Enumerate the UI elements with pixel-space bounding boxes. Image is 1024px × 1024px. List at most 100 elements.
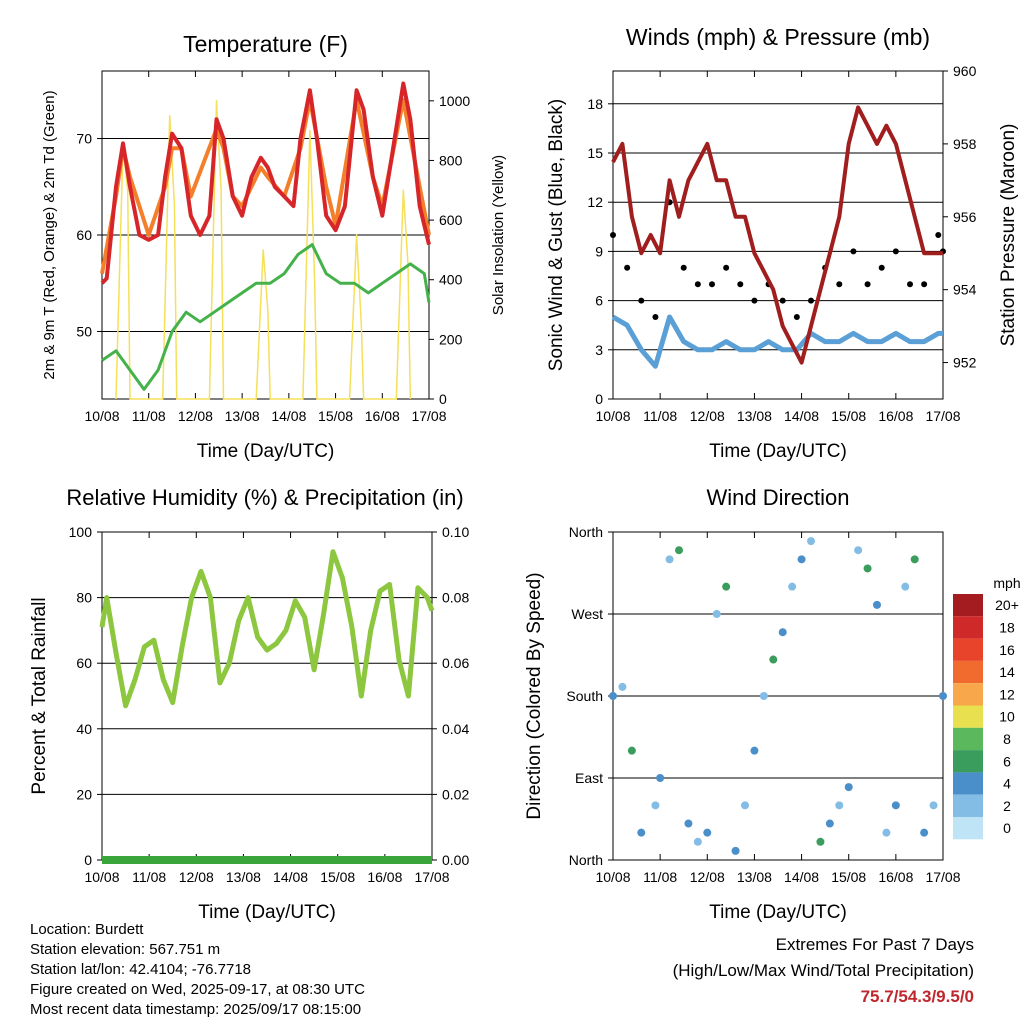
x-tick-label: 16/08 — [878, 408, 913, 424]
y2-tick-label: 956 — [953, 209, 977, 225]
x-tick-label: 14/08 — [271, 408, 306, 424]
direction-point — [882, 828, 891, 837]
direction-point — [778, 628, 787, 637]
direction-point — [637, 828, 646, 837]
t9m-series — [100, 97, 431, 274]
direction-point — [750, 746, 759, 755]
legend-title: mph — [993, 575, 1020, 591]
legend-swatch — [953, 616, 983, 639]
legend-label: 10 — [999, 709, 1015, 725]
direction-point — [844, 783, 853, 792]
y-tick-label: 60 — [76, 655, 92, 671]
x-tick-label: 17/08 — [414, 869, 449, 885]
t2m-series — [100, 81, 431, 285]
y-axis-label: Direction (Colored By Speed) — [524, 572, 545, 819]
direction-point — [939, 692, 947, 700]
extremes-title: Extremes For Past 7 Days — [775, 935, 974, 954]
legend-swatch — [953, 705, 983, 728]
legend-label: 6 — [1003, 753, 1011, 769]
x-tick-label: 12/08 — [178, 408, 213, 424]
x-tick-label: 12/08 — [179, 869, 214, 885]
latlon-text: Station lat/lon: 42.4104; -76.7718 — [30, 961, 252, 978]
direction-point — [665, 555, 674, 564]
legend-swatch — [953, 594, 983, 617]
x-tick-label: 12/08 — [690, 408, 725, 424]
gust-point — [723, 264, 730, 271]
x-tick-label: 14/08 — [784, 408, 819, 424]
y-tick-label: East — [575, 770, 603, 786]
x-tick-label: 10/08 — [84, 869, 119, 885]
gust-point — [907, 281, 913, 288]
x-tick-label: 14/08 — [784, 869, 819, 885]
y-tick-label: 80 — [76, 590, 92, 606]
x-tick-label: 13/08 — [737, 408, 772, 424]
gust-point — [921, 281, 928, 288]
y-axis-label: Percent & Total Rainfall — [29, 597, 50, 794]
legend-label: 2 — [1003, 798, 1011, 814]
gust-point — [878, 264, 885, 271]
y2-tick-label: 0.06 — [442, 655, 469, 671]
panel-title: Winds (mph) & Pressure (mb) — [626, 24, 930, 50]
winds-panel: 10/08 11/08 12/08 13/08 14/08 15/08 16/08 17/08… — [546, 24, 1019, 462]
y2-axis-label: Station Pressure (Maroon) — [998, 124, 1019, 347]
direction-point — [651, 801, 660, 810]
x-tick-label: 12/08 — [690, 869, 725, 885]
x-tick-label: 11/08 — [132, 408, 166, 424]
legend-label: 4 — [1003, 776, 1011, 792]
station-info: Location: Burdett Station elevation: 567… — [30, 920, 365, 1020]
legend-swatch — [953, 660, 983, 684]
direction-point — [825, 819, 834, 828]
legend-label: 0 — [1003, 820, 1011, 836]
location-text: Location: Burdett — [30, 921, 144, 938]
y2-tick-label: 958 — [953, 136, 977, 152]
x-tick-label: 13/08 — [225, 408, 260, 424]
gust-point — [709, 281, 715, 288]
direction-point — [891, 801, 900, 810]
direction-point — [797, 555, 806, 564]
x-axis-label: Time (Day/UTC) — [709, 902, 847, 923]
elevation-text: Station elevation: 567.751 m — [30, 941, 221, 958]
legend-swatch — [953, 683, 983, 706]
y-tick-label: 50 — [76, 323, 92, 339]
direction-point — [675, 546, 683, 555]
y2-tick-label: 960 — [953, 63, 977, 79]
y2-tick-label: 0.00 — [442, 852, 469, 868]
direction-point — [722, 582, 731, 591]
x-axis-label: Time (Day/UTC) — [198, 902, 336, 923]
y-tick-label: 70 — [76, 131, 92, 147]
extremes-subtitle: (High/Low/Max Wind/Total Precipitation) — [672, 961, 974, 980]
y-tick-label: West — [571, 606, 603, 622]
y2-tick-label: 0.10 — [442, 524, 469, 540]
y2-tick-label: 400 — [439, 272, 463, 288]
gust-point — [652, 314, 659, 320]
y-tick-label: 20 — [76, 786, 92, 802]
y2-tick-label: 600 — [439, 212, 463, 228]
td-series — [101, 243, 431, 391]
y-tick-label: 15 — [587, 145, 603, 161]
panel-title: Relative Humidity (%) & Precipitation (i… — [66, 485, 463, 510]
y-tick-label: 0 — [84, 852, 92, 868]
y-tick-label: 0 — [595, 391, 603, 407]
x-tick-label: 16/08 — [878, 869, 913, 885]
x-tick-label: 10/08 — [595, 869, 630, 885]
gust-point — [680, 264, 687, 271]
direction-point — [901, 582, 910, 591]
gust-point — [864, 281, 871, 288]
legend-swatch — [953, 750, 983, 773]
y2-tick-label: 954 — [953, 282, 977, 298]
y-tick-label: 6 — [595, 293, 603, 309]
x-tick-label: 15/08 — [831, 869, 866, 885]
y-axis-label: 2m & 9m T (Red, Orange) & 2m Td (Green) — [41, 90, 58, 379]
x-axis-label: Time (Day/UTC) — [709, 441, 847, 462]
legend-label: 14 — [999, 664, 1015, 680]
x-tick-label: 10/08 — [84, 408, 119, 424]
y2-tick-label: 0.04 — [442, 721, 469, 737]
direction-point — [618, 682, 627, 691]
y-tick-label: 12 — [587, 194, 603, 210]
gust-point — [935, 232, 942, 238]
legend-label: 12 — [999, 686, 1015, 702]
direction-point — [920, 828, 929, 837]
y-tick-label: 40 — [76, 721, 92, 737]
direction-point — [835, 801, 844, 810]
